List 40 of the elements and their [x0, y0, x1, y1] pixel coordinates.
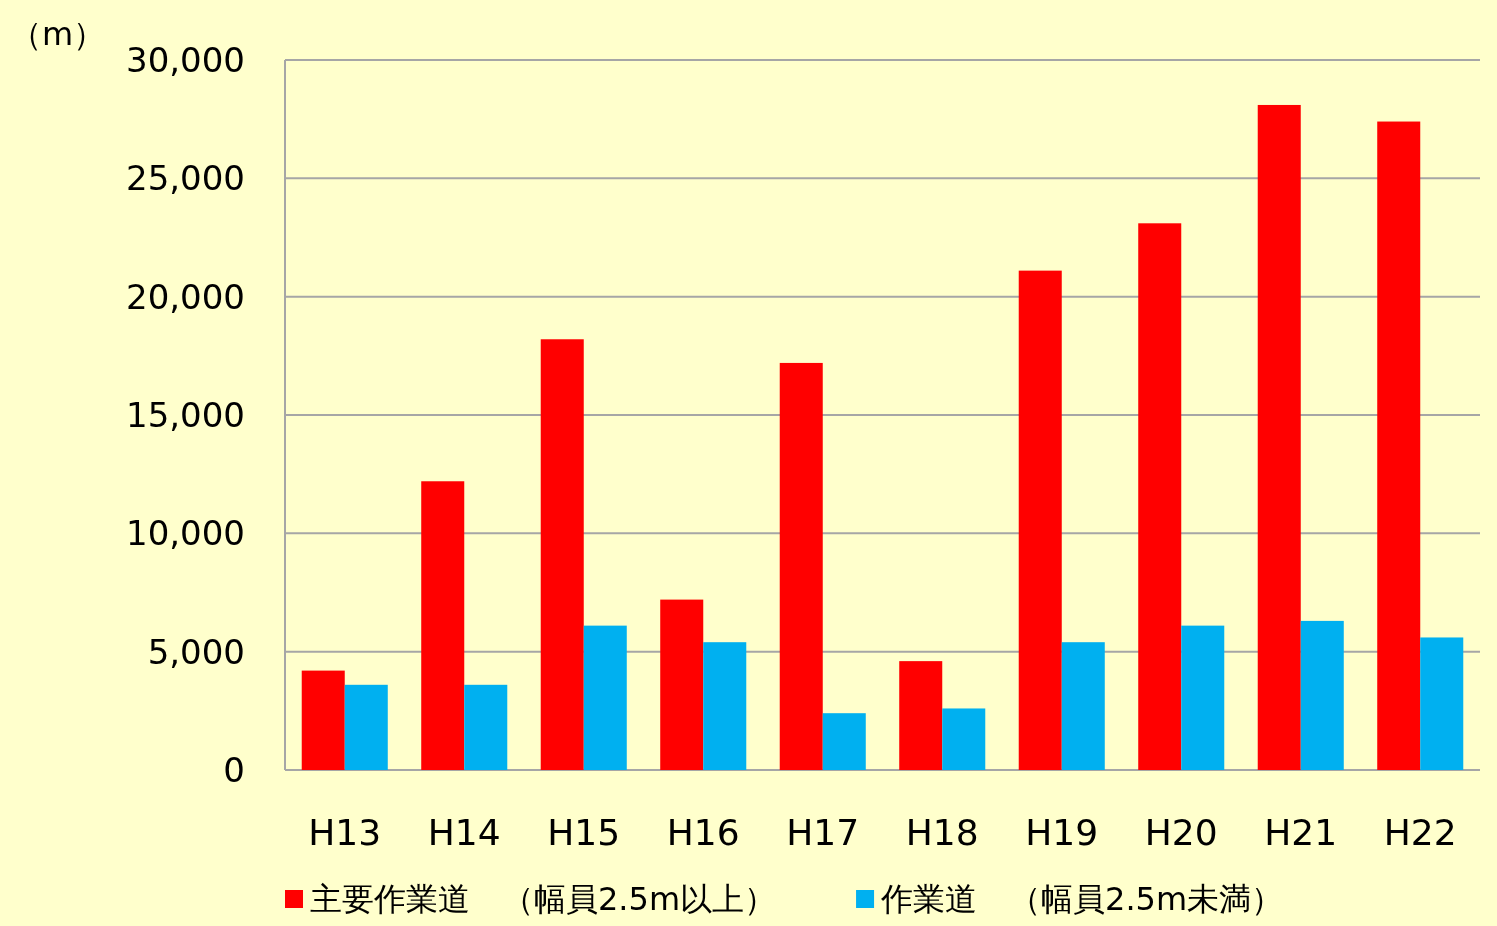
- bar: [1257, 104, 1301, 770]
- bar: [1138, 223, 1182, 770]
- x-tick-label: H14: [427, 812, 501, 853]
- bar: [703, 642, 747, 770]
- bar: [779, 362, 823, 770]
- x-tick-label: H20: [1144, 812, 1218, 853]
- bar: [1181, 625, 1225, 770]
- bar: [899, 661, 943, 770]
- bar: [344, 684, 388, 770]
- bar: [822, 713, 866, 770]
- bar: [1061, 642, 1105, 770]
- bar: [540, 339, 584, 770]
- bar: [660, 599, 704, 770]
- y-tick-label: 0: [223, 750, 245, 790]
- x-tick-label: H21: [1264, 812, 1338, 853]
- bar: [942, 708, 986, 770]
- bar: [1018, 270, 1062, 770]
- x-tick-label: H16: [666, 812, 740, 853]
- bar: [301, 670, 345, 770]
- x-tick-label: H15: [547, 812, 621, 853]
- bar: [583, 625, 627, 770]
- bar: [1420, 637, 1464, 770]
- y-tick-label: 15,000: [126, 395, 245, 435]
- legend-label: 主要作業道 （幅員2.5m以上）: [310, 880, 777, 918]
- x-tick-label: H17: [786, 812, 860, 853]
- legend-label: 作業道 （幅員2.5m未満）: [880, 880, 1284, 918]
- y-tick-label: 5,000: [147, 631, 245, 672]
- bar: [464, 684, 508, 770]
- bar: [1300, 620, 1344, 770]
- x-tick-label: H13: [308, 812, 382, 853]
- y-tick-label: 10,000: [126, 513, 245, 554]
- y-tick-label: 25,000: [126, 158, 245, 199]
- y-tick-label: 30,000: [126, 40, 245, 80]
- y-tick-label: 20,000: [126, 276, 245, 317]
- bar: [421, 481, 465, 770]
- x-tick-label: H19: [1025, 812, 1099, 853]
- y-axis-title: （m）: [10, 15, 106, 53]
- bar: [1377, 121, 1421, 770]
- x-tick-label: H22: [1383, 812, 1457, 853]
- x-tick-label: H18: [905, 812, 979, 853]
